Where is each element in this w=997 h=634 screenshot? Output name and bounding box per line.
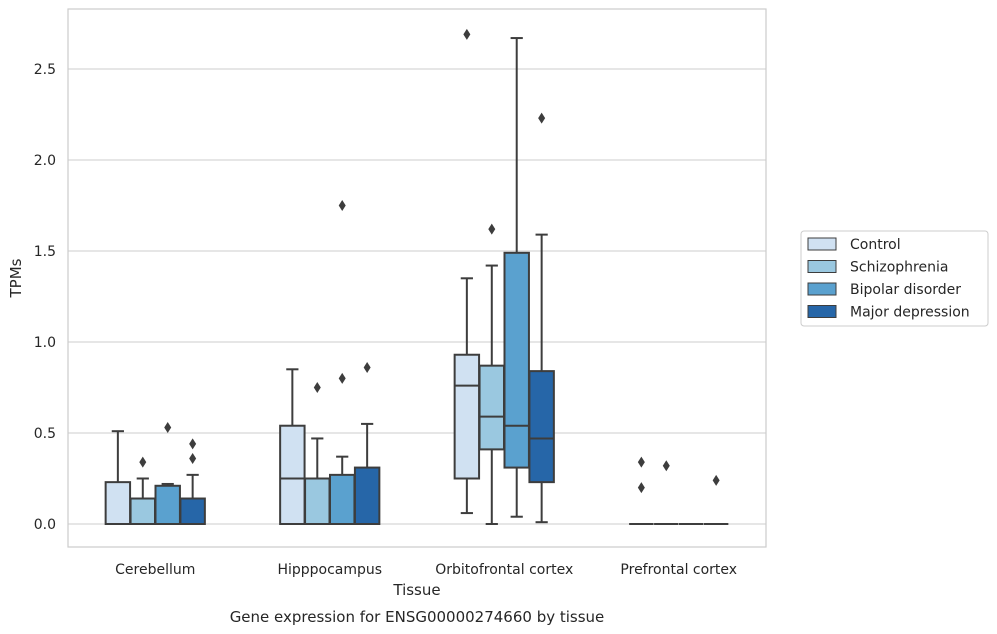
outlier-point <box>313 382 321 393</box>
x-axis-label: Tissue <box>392 581 440 599</box>
box-bipolar-disorder <box>154 484 181 525</box>
outlier-point <box>363 361 371 373</box>
outlier-point <box>338 200 346 211</box>
box-group <box>453 28 555 525</box>
legend-swatch <box>807 260 837 273</box>
outlier-point <box>164 422 172 434</box>
legend-swatch <box>807 305 837 318</box>
x-tick-label: Prefrontal cortex <box>620 562 737 578</box>
outlier-point <box>463 28 471 40</box>
box-group <box>279 200 381 525</box>
box-schizophrenia <box>478 364 506 451</box>
box-control <box>279 424 306 525</box>
outlier-point <box>637 456 645 468</box>
y-tick-label: 2.0 <box>34 153 56 169</box>
outlier-point <box>139 456 147 468</box>
y-tick-label: 0.0 <box>34 517 56 533</box>
box-bipolar-disorder <box>503 251 530 469</box>
outlier-point <box>189 438 197 450</box>
y-axis-ticks: 0.0 0.5 1.0 1.5 2.0 2.5 <box>34 62 56 533</box>
y-tick-label: 1.5 <box>34 244 56 260</box>
y-tick-label: 0.5 <box>34 426 56 442</box>
chart-caption: Gene expression for ENSG00000274660 by t… <box>230 608 605 626</box>
box-major-depression <box>179 497 206 525</box>
x-axis-ticks: Cerebellum Hipppocampus Orbitofrontal cort… <box>115 562 737 578</box>
outlier-point <box>338 372 346 384</box>
box-control <box>453 353 481 480</box>
gridlines <box>68 68 766 525</box>
y-tick-label: 1.0 <box>34 335 56 351</box>
outlier-point <box>662 460 670 472</box>
outlier-point <box>538 112 546 124</box>
x-tick-label: Cerebellum <box>115 562 195 578</box>
box-groups <box>104 28 729 526</box>
outlier-point <box>637 482 645 494</box>
legend-label: Bipolar disorder <box>850 282 961 298</box>
outlier-point <box>189 452 197 464</box>
box-group <box>629 456 729 525</box>
legend-label: Major depression <box>850 305 970 321</box>
y-tick-label: 2.5 <box>34 62 56 78</box>
box-major-depression <box>353 466 381 525</box>
box-major-depression <box>528 370 555 484</box>
box-schizophrenia <box>304 477 331 525</box>
outlier-point <box>488 223 496 235</box>
plot-frame <box>67 8 767 548</box>
box-schizophrenia <box>129 497 157 525</box>
box-bipolar-disorder <box>328 473 356 525</box>
legend-swatch <box>807 237 837 251</box>
legend-label: Control <box>850 237 901 253</box>
y-axis-label: TPMs <box>7 258 25 298</box>
box-group <box>104 422 206 526</box>
legend: Control Schizophrenia Bipolar disorder Majo… <box>800 230 989 327</box>
box-control <box>104 481 132 526</box>
legend-label: Schizophrenia <box>850 260 948 276</box>
x-tick-label: Orbitofrontal cortex <box>435 562 573 578</box>
legend-frame <box>800 230 989 327</box>
legend-swatch <box>807 282 837 296</box>
outlier-point <box>712 474 720 486</box>
x-tick-label: Hipppocampus <box>277 562 382 578</box>
